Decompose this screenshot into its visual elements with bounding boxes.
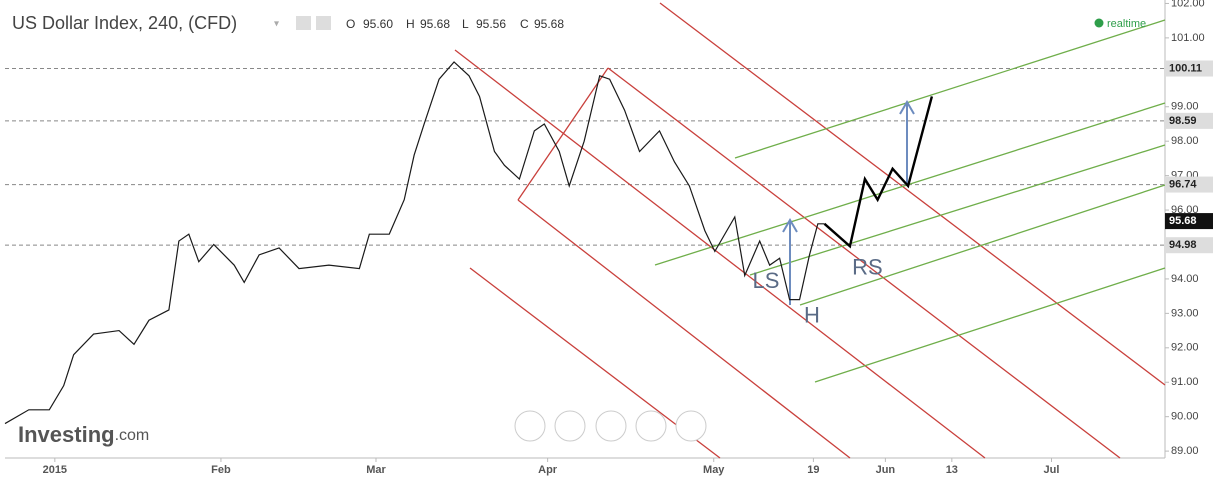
pattern-label: RS bbox=[852, 254, 883, 279]
y-tick-label: 102.00 bbox=[1171, 0, 1205, 9]
last-price-tag bbox=[1165, 213, 1213, 230]
ohlc-value: 95.68 bbox=[534, 17, 564, 31]
y-tick-label: 98.00 bbox=[1171, 135, 1199, 147]
green-channel bbox=[654, 19, 1166, 383]
y-tick-label: 96.00 bbox=[1171, 204, 1199, 216]
price-line bbox=[823, 96, 934, 249]
x-tick-label: Jul bbox=[1044, 464, 1060, 476]
trendline bbox=[659, 2, 1166, 386]
level-tag bbox=[1165, 60, 1213, 77]
level-label: 98.59 bbox=[1169, 115, 1197, 127]
last-price-label: 95.68 bbox=[1169, 215, 1197, 227]
red-channel bbox=[454, 2, 1166, 459]
level-tag bbox=[1165, 176, 1213, 193]
level-label: 100.11 bbox=[1169, 62, 1202, 74]
x-tick-label: Jun bbox=[876, 464, 896, 476]
ohlc-label: O bbox=[346, 17, 355, 31]
trendline bbox=[517, 67, 609, 201]
brand-suffix: .com bbox=[115, 427, 150, 444]
chart-title: US Dollar Index, 240, (CFD) bbox=[12, 13, 237, 33]
y-tick-label: 94.00 bbox=[1171, 273, 1199, 285]
x-tick-label: Mar bbox=[366, 464, 386, 476]
x-tick-label: Apr bbox=[538, 464, 558, 476]
y-tick-label: 101.00 bbox=[1171, 32, 1205, 44]
y-tick-label: 99.00 bbox=[1171, 101, 1199, 113]
level-tag bbox=[1165, 112, 1213, 129]
x-tick-label: 2015 bbox=[43, 464, 67, 476]
arrow bbox=[899, 100, 915, 185]
trendline bbox=[749, 144, 1166, 276]
y-tick-label: 92.00 bbox=[1171, 342, 1199, 354]
settings-icon[interactable] bbox=[316, 16, 331, 30]
scroll-left-button[interactable] bbox=[514, 410, 546, 442]
trendline bbox=[814, 267, 1166, 383]
pattern-label: LS bbox=[752, 268, 779, 293]
trendline bbox=[607, 67, 1121, 459]
ohlc-value: 95.56 bbox=[476, 17, 506, 31]
y-tick-label: 89.00 bbox=[1171, 445, 1199, 457]
ohlc-value: 95.60 bbox=[363, 17, 393, 31]
status-dot bbox=[1094, 18, 1104, 28]
y-tick-label: 90.00 bbox=[1171, 411, 1199, 423]
trendline bbox=[799, 184, 1166, 306]
zoom-in-button[interactable] bbox=[635, 410, 667, 442]
level-label: 94.98 bbox=[1169, 239, 1197, 251]
price-line bbox=[4, 61, 825, 425]
dropdown-caret[interactable]: ▾ bbox=[274, 19, 279, 30]
ohlc-label: L bbox=[462, 17, 469, 31]
trendline bbox=[734, 19, 1166, 159]
status-text: realtime bbox=[1107, 18, 1146, 30]
zoom-out-button[interactable] bbox=[554, 410, 586, 442]
x-tick-label: May bbox=[703, 464, 725, 476]
pattern-label: H bbox=[804, 303, 820, 328]
x-tick-label: 13 bbox=[946, 464, 958, 476]
y-tick-label: 91.00 bbox=[1171, 376, 1199, 388]
zoom-controls bbox=[514, 410, 707, 442]
ohlc-label: C bbox=[520, 17, 529, 31]
y-tick-label: 93.00 bbox=[1171, 307, 1199, 319]
level-label: 96.74 bbox=[1169, 178, 1197, 190]
scroll-right-button[interactable] bbox=[675, 410, 707, 442]
trendline bbox=[454, 49, 986, 459]
ohlc-value: 95.68 bbox=[420, 17, 450, 31]
ohlc-label: H bbox=[406, 17, 415, 31]
trendline bbox=[517, 199, 851, 459]
arrows bbox=[782, 100, 915, 305]
settings-icon[interactable] bbox=[296, 16, 311, 30]
reset-button[interactable] bbox=[595, 410, 627, 442]
x-tick-label: 19 bbox=[807, 464, 819, 476]
brand-name: Investing bbox=[18, 422, 115, 447]
x-tick-label: Feb bbox=[211, 464, 231, 476]
trendline bbox=[654, 102, 1166, 266]
level-tag bbox=[1165, 237, 1213, 254]
arrow bbox=[782, 218, 798, 305]
brand-logo: Investing.com bbox=[18, 422, 149, 447]
